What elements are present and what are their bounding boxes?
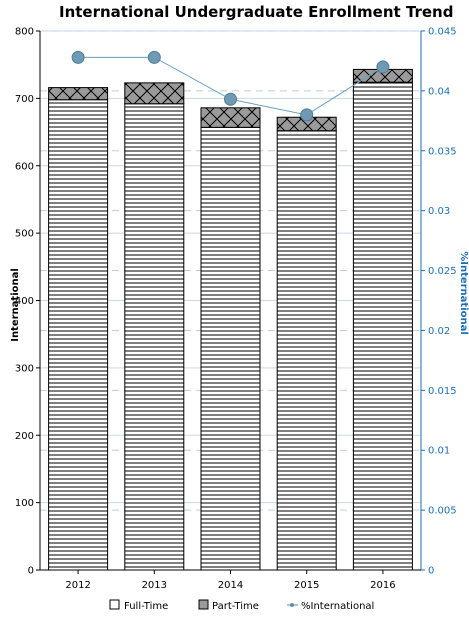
x-tick-label: 2014 xyxy=(218,580,243,591)
chart-title: International Undergraduate Enrollment T… xyxy=(59,3,453,21)
x-tick-label: 2016 xyxy=(370,580,395,591)
legend-swatch-part-time xyxy=(198,599,209,610)
left-axis-ticks: 0 100 200 300 400 500 600 700 800 xyxy=(15,27,40,577)
line-point xyxy=(300,108,314,122)
right-tick-label: 0.015 xyxy=(428,386,457,397)
bars xyxy=(48,68,413,571)
line-point xyxy=(71,50,85,64)
bar-part-time xyxy=(200,107,261,128)
bar-full-time xyxy=(200,126,261,571)
left-tick-label: 200 xyxy=(15,431,34,442)
right-axis-ticks: 0 0.005 0.01 0.015 0.02 0.025 0.03 0.035 0.04 0.0… xyxy=(421,27,457,577)
bar-full-time xyxy=(124,103,185,571)
right-tick-label: 0.04 xyxy=(428,86,450,97)
y2-axis-label: %International xyxy=(458,251,469,335)
x-tick-label: 2012 xyxy=(65,580,90,591)
left-tick-label: 100 xyxy=(15,498,34,509)
line-point xyxy=(147,50,161,64)
line-point xyxy=(376,60,390,74)
right-tick-label: 0.03 xyxy=(428,206,450,217)
legend: Full-Time Part-Time %International xyxy=(109,599,374,612)
bar-full-time xyxy=(352,81,413,571)
left-tick-label: 800 xyxy=(15,27,34,38)
right-tick-label: 0.01 xyxy=(428,446,450,457)
x-tick-label: 2013 xyxy=(142,580,167,591)
left-tick-label: 500 xyxy=(15,229,34,240)
right-tick-label: 0.025 xyxy=(428,266,457,277)
right-tick-label: 0 xyxy=(428,566,434,577)
bar-full-time xyxy=(276,130,337,571)
right-tick-label: 0.045 xyxy=(428,27,457,38)
left-tick-label: 400 xyxy=(15,296,34,307)
left-tick-label: 300 xyxy=(15,363,34,374)
right-tick-label: 0.02 xyxy=(428,326,450,337)
left-tick-label: 700 xyxy=(15,94,34,105)
x-axis-ticks: 2012 2013 2014 2015 2016 xyxy=(65,570,396,591)
left-tick-label: 0 xyxy=(28,566,34,577)
legend-label-full-time: Full-Time xyxy=(124,601,168,612)
x-tick-label: 2015 xyxy=(294,580,319,591)
bar-part-time xyxy=(124,82,185,105)
pct-international-line xyxy=(71,50,390,122)
legend-marker-pct-international xyxy=(290,603,294,607)
legend-label-part-time: Part-Time xyxy=(212,601,259,612)
legend-swatch-full-time xyxy=(109,599,120,610)
bar-part-time xyxy=(48,87,109,101)
legend-label-pct-international: %International xyxy=(301,601,374,612)
right-tick-label: 0.035 xyxy=(428,146,457,157)
y-axis-label: International xyxy=(10,268,21,342)
bar-full-time xyxy=(48,99,109,571)
line-path xyxy=(78,56,384,116)
left-tick-label: 600 xyxy=(15,161,34,172)
axes xyxy=(39,31,422,571)
line-point xyxy=(224,92,237,106)
right-tick-label: 0.005 xyxy=(428,506,457,517)
